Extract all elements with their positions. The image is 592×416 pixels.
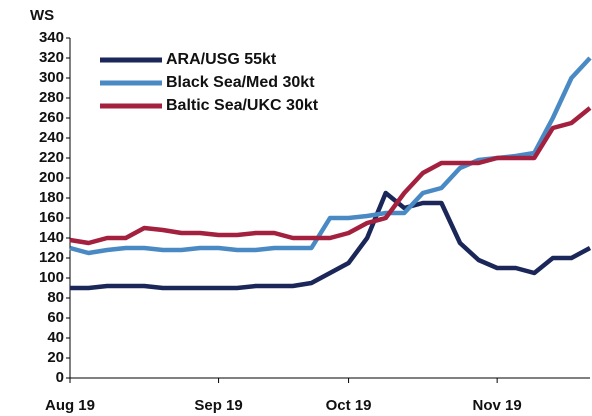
y-tick-label: 140: [39, 229, 64, 246]
y-tick-label: 220: [39, 149, 64, 166]
y-tick-label: 60: [47, 309, 64, 326]
legend-label: Black Sea/Med 30kt: [166, 74, 315, 91]
x-tick-label: Sep 19: [194, 397, 242, 414]
y-tick-label: 180: [39, 189, 64, 206]
y-tick-label: 40: [47, 329, 64, 346]
x-tick-label: Oct 19: [326, 397, 372, 414]
y-tick-label: 160: [39, 209, 64, 226]
series-line: [70, 190, 592, 291]
y-tick-label: 0: [56, 369, 64, 386]
x-tick-label: Nov 19: [473, 397, 522, 414]
y-tick-label: 100: [39, 269, 64, 286]
y-tick-label: 320: [39, 49, 64, 66]
legend-label: Baltic Sea/UKC 30kt: [166, 97, 319, 114]
y-tick-label: 80: [47, 289, 64, 306]
y-tick-label: 340: [39, 29, 64, 46]
series-line: [69, 56, 592, 256]
y-axis-label: WS: [30, 7, 54, 24]
y-tick-label: 300: [39, 69, 64, 86]
legend-label: ARA/USG 55kt: [166, 51, 277, 68]
y-tick-label: 280: [39, 89, 64, 106]
y-tick-label: 200: [39, 169, 64, 186]
series-line: [69, 106, 592, 246]
x-tick-label: Aug 19: [45, 397, 95, 414]
legend: ARA/USG 55kt Black Sea/Med 30kt Baltic Sea…: [100, 51, 319, 114]
y-tick-label: 240: [39, 129, 64, 146]
y-tick-label: 20: [47, 349, 64, 366]
y-tick-label: 260: [39, 109, 64, 126]
y-tick-label: 120: [39, 249, 64, 266]
